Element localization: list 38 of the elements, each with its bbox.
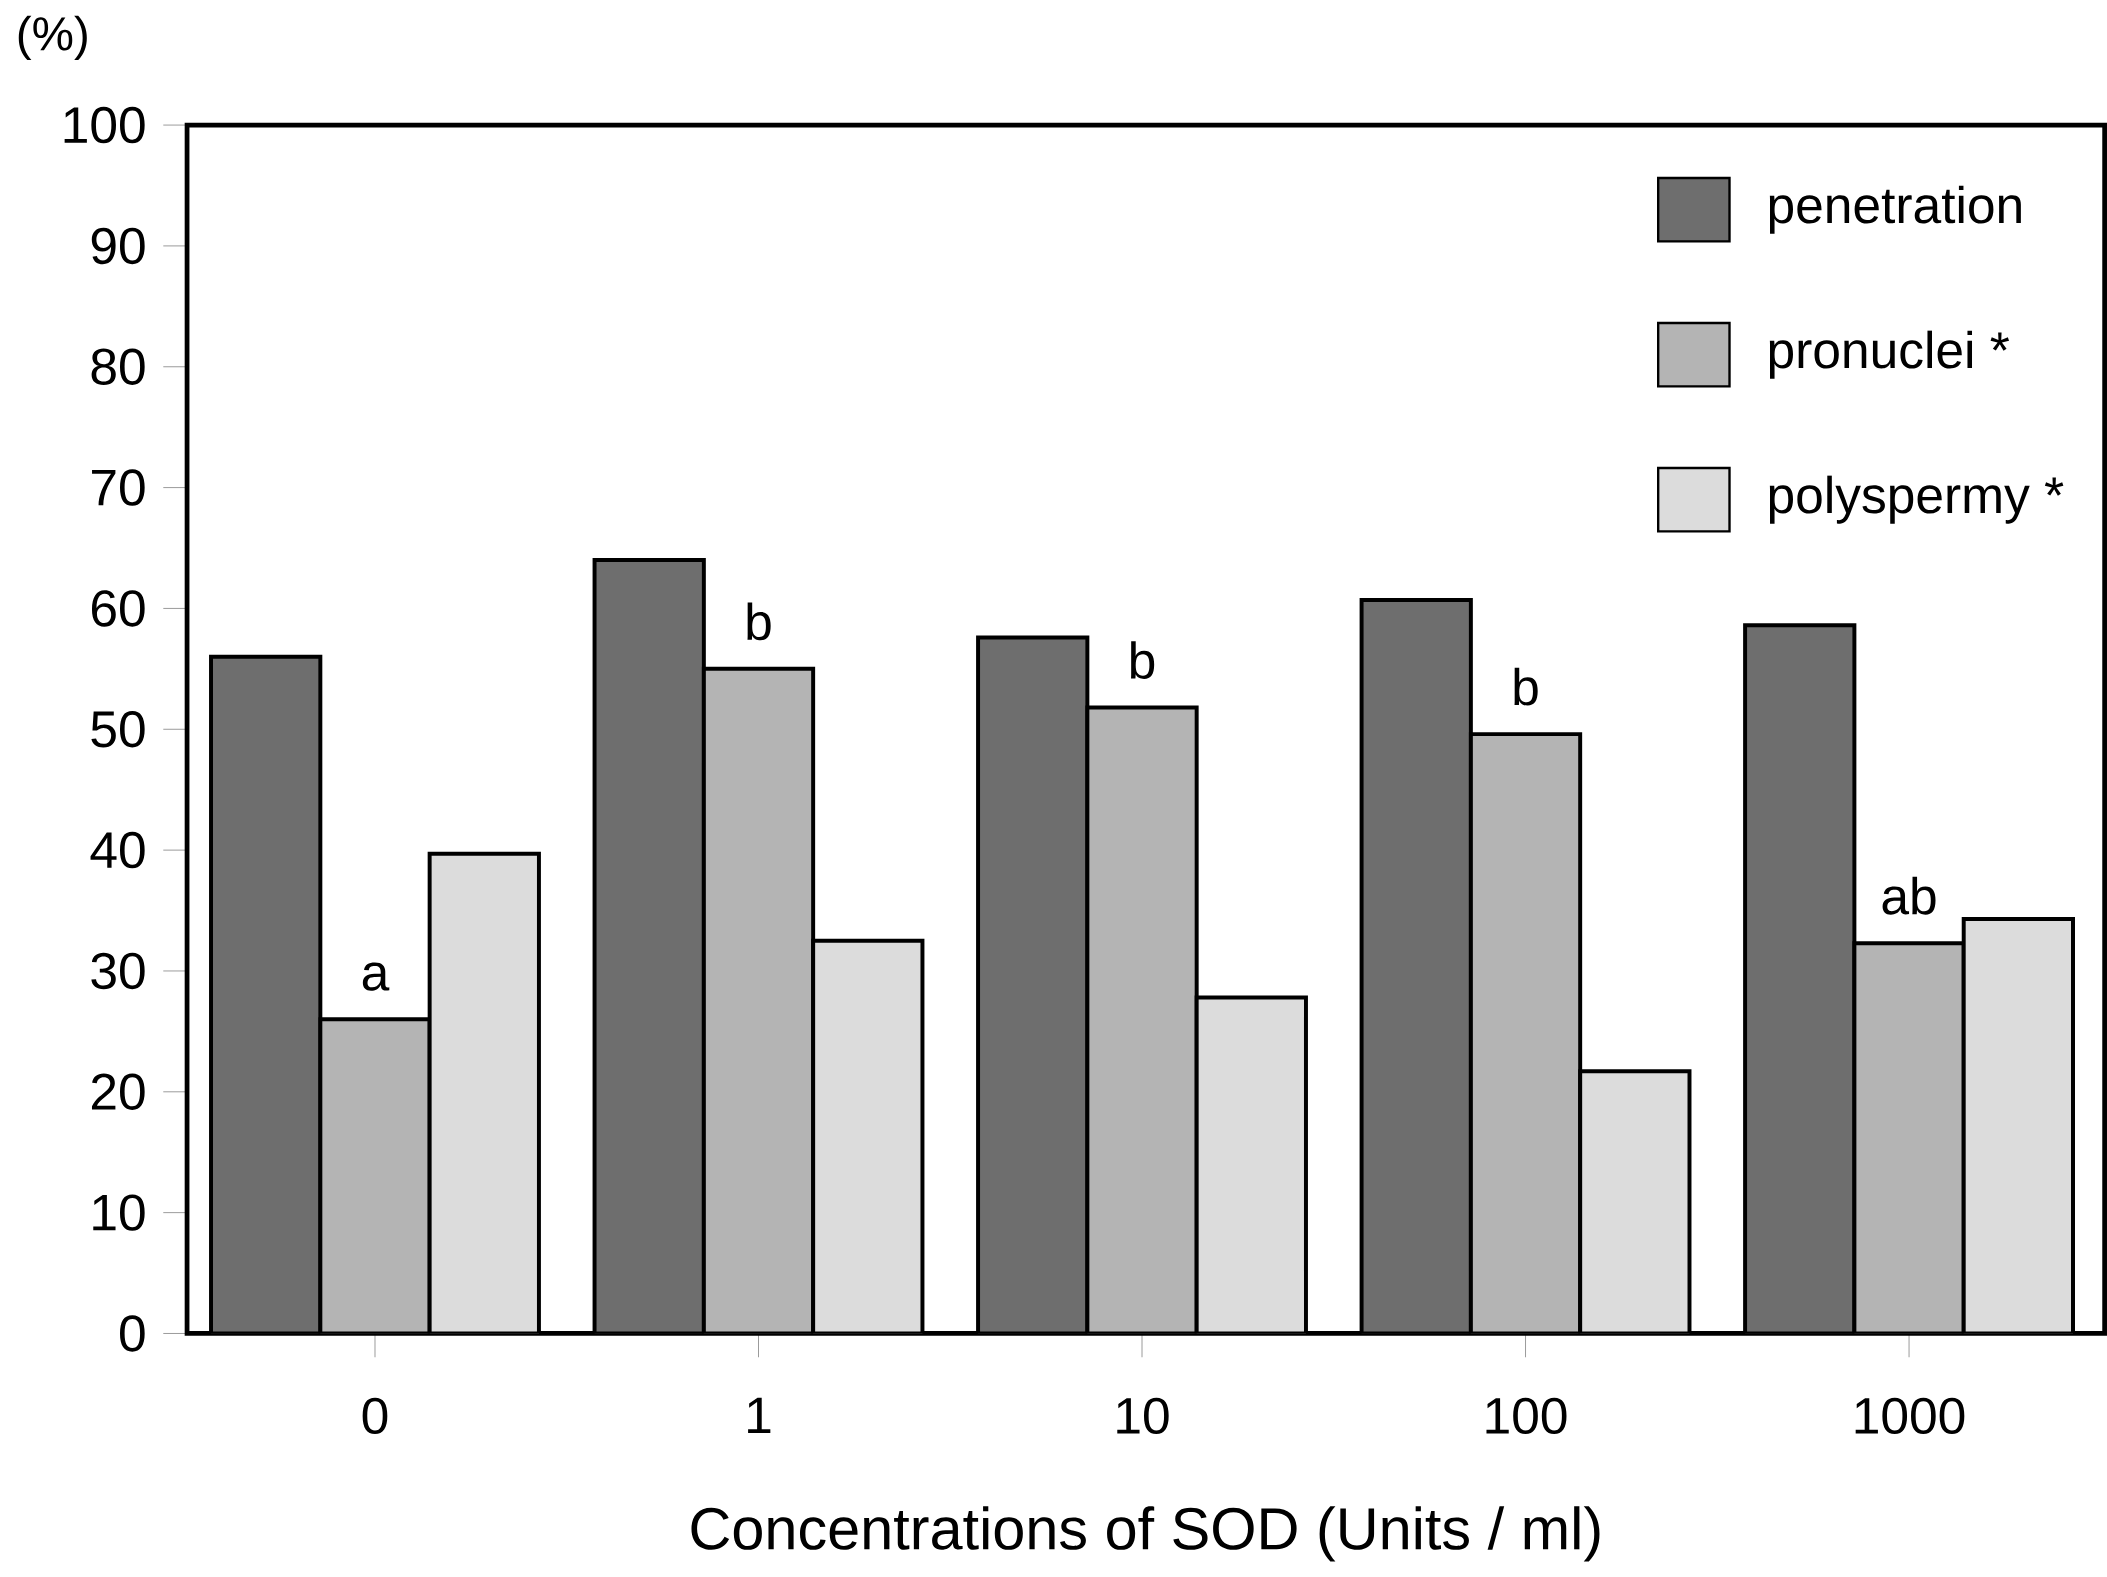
y-tick-label: 0 [120,1315,145,1352]
legend-label: pronuclei * [1769,330,2010,379]
bar [211,656,321,1334]
legend-label: polyspermy * [1769,475,2064,524]
x-tick-label: 10 [1117,1397,1169,1434]
x-tick-label: 1000 [1855,1397,1965,1434]
y-tick-label: 50 [91,710,145,748]
bar [978,637,1088,1334]
bar [1196,997,1306,1334]
y-tick-label: 90 [91,227,145,264]
bar [1087,707,1197,1334]
y-tick-label: 80 [91,348,145,385]
y-tick-label: 30 [91,952,145,989]
bar [1361,599,1471,1334]
y-tick-label: 70 [92,469,145,506]
legend-label: penetration [1769,185,2021,234]
annotation: a [362,962,390,991]
bar [594,559,704,1334]
bar [703,668,814,1334]
bar [1580,1071,1690,1334]
x-tick-label: 100 [1486,1397,1567,1434]
bar [813,940,923,1334]
y-tick-label: 60 [91,589,145,627]
y-tick-label: 40 [90,831,145,869]
y-axis-title: (%) [18,15,87,60]
annotation: ab [1882,876,1936,915]
y-tick-label: 10 [93,1194,145,1231]
bar [320,1019,430,1334]
bar [1470,733,1581,1334]
x-tick-label: 1 [748,1397,771,1433]
x-tick-label: 0 [362,1397,388,1434]
x-axis-title: Concentrations of SOD (Units / ml) [691,1506,1600,1562]
annotation: b [747,602,771,641]
annotation: b [1130,640,1155,679]
bar [429,853,539,1334]
annotation: b [1514,667,1538,706]
y-tick-label: 20 [91,1073,145,1110]
y-tick-label: 100 [64,106,145,144]
